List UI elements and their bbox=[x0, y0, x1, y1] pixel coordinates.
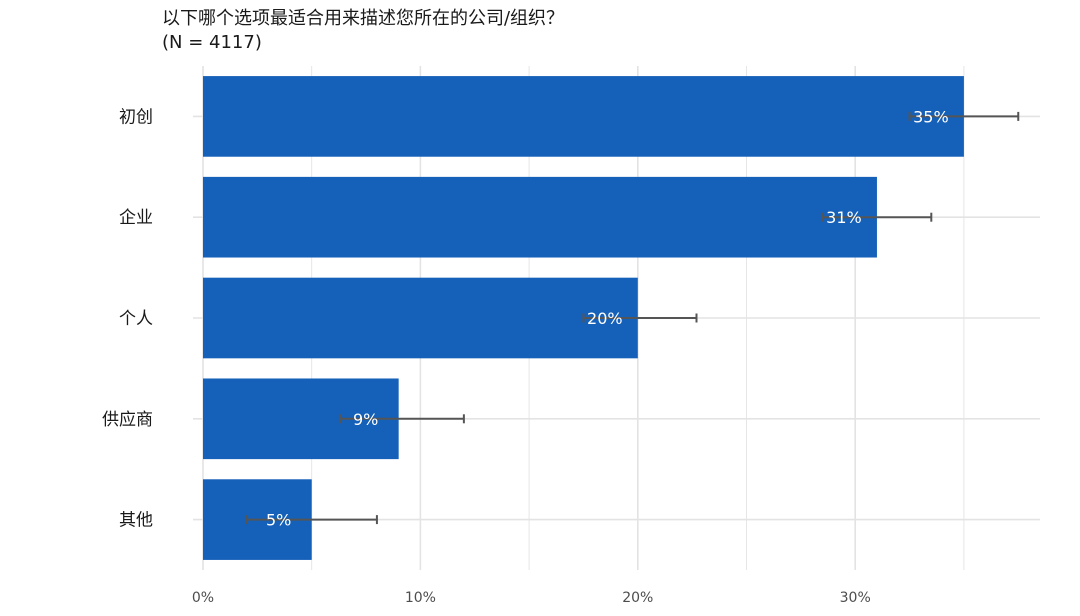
category-label: 个人 bbox=[119, 309, 153, 329]
data-label: 9% bbox=[353, 410, 378, 429]
chart-subtitle: (N = 4117) bbox=[162, 32, 262, 53]
x-tick-label: 0% bbox=[192, 590, 214, 606]
bar bbox=[203, 277, 638, 359]
error-bars bbox=[245, 111, 1020, 525]
bar bbox=[203, 176, 877, 258]
error-bar bbox=[245, 515, 378, 525]
data-labels: 35% 31% 20% 9% 5% bbox=[266, 107, 949, 529]
data-label: 5% bbox=[266, 511, 291, 530]
category-label: 初创 bbox=[119, 107, 153, 127]
error-bar bbox=[821, 212, 933, 222]
x-tick-label: 20% bbox=[622, 590, 653, 606]
category-label: 供应商 bbox=[102, 410, 153, 430]
data-label: 31% bbox=[826, 208, 862, 227]
data-label: 20% bbox=[587, 309, 623, 328]
category-label: 企业 bbox=[119, 208, 153, 228]
value-axis: 0% 10% 20% 30% bbox=[192, 590, 871, 606]
error-bar bbox=[582, 313, 698, 323]
x-tick-label: 30% bbox=[840, 590, 871, 606]
bars bbox=[203, 76, 964, 560]
category-label: 其他 bbox=[119, 511, 153, 531]
chart-title: 以下哪个选项最适合用来描述您所在的公司/组织？ bbox=[162, 8, 565, 29]
error-bar bbox=[338, 414, 465, 424]
bar bbox=[203, 76, 964, 157]
x-tick-label: 10% bbox=[405, 590, 436, 606]
error-bar bbox=[908, 111, 1020, 121]
data-label: 35% bbox=[913, 107, 949, 126]
